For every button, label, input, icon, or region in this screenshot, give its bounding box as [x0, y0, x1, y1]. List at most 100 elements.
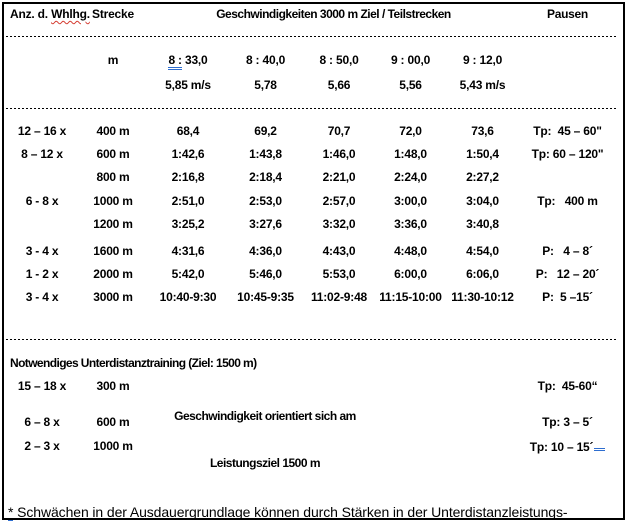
- unit-label: m: [107, 53, 119, 67]
- footnote-line-1: * Schwächen in der Ausdauergrundlage kön…: [8, 501, 620, 522]
- table-row: 6 - 8 x 1000 m 2:51,0 2:53,0 2:57,0 3:00…: [6, 193, 616, 209]
- target-time-2: 8 : 40,0: [245, 53, 286, 67]
- table-row: 800 m 2:16,8 2:18,4 2:21,0 2:24,0 2:27,2: [6, 169, 616, 185]
- cell-count: 6 – 8 x: [24, 415, 60, 429]
- table-row: 12 – 16 x 400 m 68,4 69,2 70,7 72,0 73,6…: [6, 123, 616, 139]
- target-time-4: 9 : 00,0: [390, 53, 431, 67]
- cell-time: 11:30-10:12: [451, 290, 514, 304]
- speed-1: 5,85 m/s: [165, 78, 211, 92]
- cell-time: 10:40-9:30: [159, 290, 217, 304]
- table-row: 1200 m 3:25,2 3:27,6 3:32,0 3:36,0 3:40,…: [6, 216, 616, 232]
- cell-time: 4:48,0: [394, 244, 427, 258]
- cell-time: 5:42,0: [171, 267, 205, 281]
- cell-time: 1:50,4: [466, 147, 499, 161]
- cell-pause: P: 5 –15´: [542, 290, 593, 304]
- cell-pause: Tp: 10 – 15´: [519, 438, 616, 455]
- cell-time: 10:45-9:35: [237, 290, 294, 304]
- cell-distance: 2000 m: [93, 267, 133, 281]
- cell-pause-text: Tp: 10 – 15´: [529, 440, 594, 454]
- cell-time: 3:40,8: [466, 217, 499, 231]
- cell-time: 1:46,0: [322, 147, 356, 161]
- cell-time: 4:43,0: [322, 244, 356, 258]
- cell-time: 2:27,2: [466, 170, 499, 184]
- cell-time: 3:32,0: [322, 217, 356, 231]
- header-count: Anz. d. Whlhg.: [6, 6, 90, 22]
- cell-time: 2:16,8: [171, 170, 205, 184]
- grammar-mark-icon: [594, 438, 606, 451]
- cell-time: 3:27,6: [249, 217, 282, 231]
- cell-distance: 600 m: [96, 147, 130, 161]
- cell-count: 8 – 12 x: [21, 147, 63, 161]
- cell-time: 6:06,0: [466, 267, 499, 281]
- cell-time: 6:00,0: [394, 267, 427, 281]
- table-row: 2 – 3 x 1000 m Tp: 10 – 15´: [6, 438, 616, 455]
- cell-count: 15 – 18 x: [17, 379, 67, 393]
- cell-count: 12 – 16 x: [17, 124, 67, 138]
- speed-5: 5,43 m/s: [459, 78, 506, 92]
- table-row: 3 - 4 x 1600 m 4:31,6 4:36,0 4:43,0 4:48…: [6, 243, 616, 259]
- cell-distance: 1200 m: [93, 217, 133, 231]
- subsection-note: Geschwindigkeit orientiert sich am Leist…: [150, 378, 380, 502]
- cell-count: 1 - 2 x: [25, 267, 59, 281]
- footnote-line-1-text: Schwächen in der Ausdauergrundlage könne…: [13, 504, 568, 520]
- cell-time: 70,7: [327, 124, 351, 138]
- cell-distance: 800 m: [96, 170, 130, 184]
- table-row: 3 - 4 x 3000 m 10:40-9:30 10:45-9:35 11:…: [6, 289, 616, 305]
- cell-time: 3:36,0: [394, 217, 427, 231]
- cell-count: 3 - 4 x: [25, 244, 59, 258]
- cell-pause: [519, 169, 616, 185]
- cell-time: 72,0: [399, 124, 422, 138]
- cell-time: 4:54,0: [466, 244, 499, 258]
- footnote-marker: *: [8, 504, 13, 522]
- footnote: * Schwächen in der Ausdauergrundlage kön…: [8, 455, 620, 522]
- cell-pause: [519, 216, 616, 232]
- cell-count: [6, 169, 78, 185]
- dashed-separator-bottom: [6, 339, 618, 340]
- cell-time: 2:53,0: [249, 194, 282, 208]
- table-header-row: Anz. d. Whlhg. Strecke Geschwindigkeiten…: [6, 6, 616, 22]
- table-row: 8 – 12 x 600 m 1:42,6 1:43,8 1:46,0 1:48…: [6, 146, 616, 162]
- table-row: 1 - 2 x 2000 m 5:42,0 5:46,0 5:53,0 6:00…: [6, 266, 616, 282]
- table-row: 6 – 8 x 600 m Tp: 3 – 5´: [6, 414, 616, 430]
- cell-time: 69,2: [254, 124, 277, 138]
- cell-time: 2:24,0: [394, 170, 427, 184]
- target-time-5: 9 : 12,0: [462, 53, 503, 67]
- speed-3: 5,66: [327, 78, 351, 92]
- cell-distance: 1000 m: [93, 194, 133, 208]
- target-times-row: m 8 : 33,0 8 : 40,0 8 : 50,0 9 : 00,0 9 …: [6, 52, 616, 70]
- cell-distance: 1600 m: [93, 244, 133, 258]
- speed-4: 5,56: [399, 78, 422, 92]
- target-speeds-row: 5,85 m/s 5,78 5,66 5,56 5,43 m/s: [6, 77, 616, 93]
- cell-time: 11:02-9:48: [310, 290, 368, 304]
- header-speeds: Geschwindigkeiten 3000 m Ziel / Teilstre…: [216, 7, 451, 21]
- cell-time: 3:25,2: [171, 217, 205, 231]
- cell-distance: 1000 m: [93, 439, 133, 453]
- header-distance: Strecke: [92, 7, 134, 21]
- cell-time: 4:36,0: [249, 244, 282, 258]
- cell-pause: P: 12 – 20´: [535, 267, 600, 281]
- cell-count: 3 - 4 x: [25, 290, 59, 304]
- note-line-2: Leistungsziel 1500 m: [209, 455, 321, 470]
- cell-pause: Tp: 60 – 120": [531, 147, 604, 161]
- target-time-1: 8 : 33,0: [148, 52, 228, 70]
- cell-time: 11:15-10:00: [379, 290, 442, 304]
- grammar-marked-text: 8 :: [168, 53, 182, 70]
- cell-time: 3:00,0: [394, 194, 427, 208]
- cell-time: 73,6: [471, 124, 494, 138]
- cell-time: 4:31,6: [171, 244, 205, 258]
- cell-count: [6, 216, 78, 232]
- cell-time: 1:42,6: [171, 147, 205, 161]
- misspelled-word: Whlhg.: [51, 7, 90, 21]
- header-count-prefix: Anz. d.: [10, 7, 52, 21]
- header-pauses: Pausen: [547, 7, 588, 21]
- cell-count: 2 – 3 x: [24, 439, 60, 453]
- cell-time: 5:53,0: [322, 267, 356, 281]
- cell-time: 3:04,0: [466, 194, 499, 208]
- cell-time: 5:46,0: [249, 267, 282, 281]
- cell-pause: P: 4 – 8´: [542, 244, 593, 258]
- cell-distance: 600 m: [96, 415, 130, 429]
- cell-time: 68,4: [176, 124, 200, 138]
- cell-time: 2:21,0: [322, 170, 356, 184]
